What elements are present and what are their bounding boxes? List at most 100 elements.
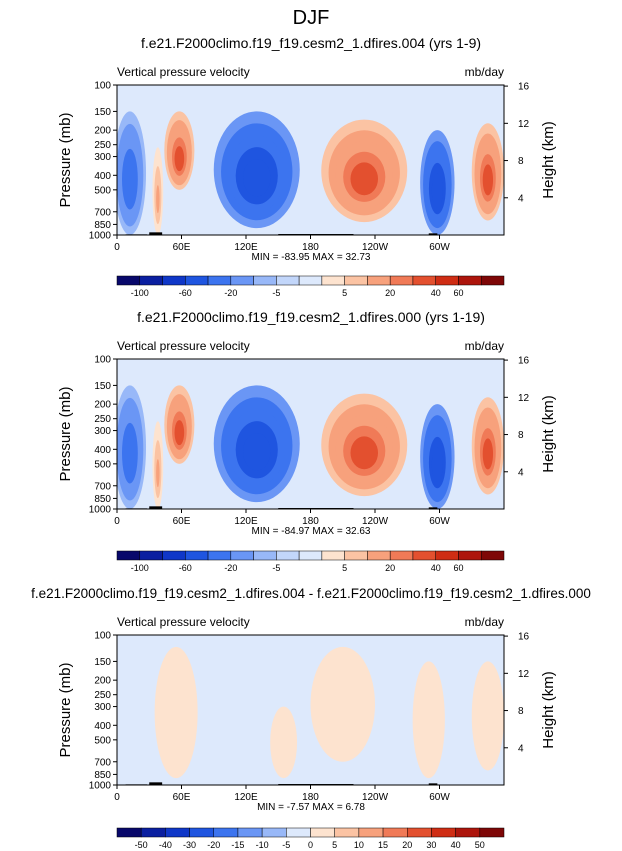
x-tick-label: 120E: [234, 792, 258, 803]
colorbar-box: [207, 550, 232, 561]
y-tick-label: 400: [94, 445, 111, 456]
y-tick-label: 300: [94, 152, 111, 163]
y-tick-label: 300: [94, 426, 111, 437]
y-right-axis-label: Height (km): [540, 395, 557, 473]
y-tick-label: 250: [94, 690, 111, 701]
colorbar-box: [185, 275, 209, 286]
terrain-4: [428, 233, 438, 235]
field: [117, 359, 504, 509]
colorbar-box: [479, 827, 505, 838]
y-axis-label: Pressure (mb): [57, 112, 74, 207]
contour-2-5: [156, 459, 160, 488]
contour-4-5: [242, 433, 271, 471]
colorbar-label: 40: [451, 840, 461, 850]
x-tick-label: 120W: [362, 516, 389, 527]
contour-1-5: [124, 435, 136, 475]
colorbar-label: -5: [272, 563, 280, 573]
x-tick-label: 60W: [429, 792, 450, 803]
colorbar-box: [321, 550, 345, 561]
panels: f.e21.F2000climo.f19_f19.cesm2_1.dfires.…: [31, 35, 591, 850]
contour-3-1: [310, 646, 375, 762]
colorbar-label: 60: [453, 288, 463, 298]
y-right-tick-label: 16: [518, 632, 530, 643]
x-tick-label: 60W: [429, 242, 450, 253]
colorbar-box: [382, 827, 408, 838]
contour-2-1: [270, 706, 298, 779]
colorbar-box: [162, 550, 186, 561]
contour-4-1: [412, 661, 445, 779]
y-right-tick-label: 12: [518, 669, 530, 680]
colorbar-box: [334, 827, 360, 838]
colorbar-box: [367, 275, 391, 286]
contour-5-5: [350, 436, 379, 470]
stats-label: MIN = -84.97 MAX = 32.63: [252, 526, 371, 537]
colorbar-label: 10: [354, 840, 364, 850]
contour-5-1: [471, 661, 504, 771]
colorbar-box: [389, 550, 414, 561]
terrain-4: [428, 507, 438, 509]
colorbar-label: -20: [224, 288, 237, 298]
y-tick-label: 100: [94, 355, 111, 366]
y-right-tick-label: 8: [518, 706, 524, 717]
y-right-tick-label: 8: [518, 430, 524, 441]
colorbar-label: -30: [183, 840, 196, 850]
colorbar-box: [261, 827, 287, 838]
x-tick-label: 60E: [173, 242, 191, 253]
colorbar-box: [358, 827, 384, 838]
contour-6-5: [431, 173, 443, 208]
terrain-2: [149, 782, 163, 785]
colorbar-label: -100: [131, 563, 149, 573]
contour-1-5: [124, 161, 136, 201]
x-tick-label: 0: [114, 792, 120, 803]
y-tick-label: 400: [94, 721, 111, 732]
y-tick-label: 1000: [89, 781, 112, 792]
y-right-tick-label: 16: [518, 82, 530, 93]
colorbar-box: [407, 827, 432, 838]
colorbar-box: [412, 550, 436, 561]
contour-2-5: [156, 185, 160, 214]
contour-3-5: [174, 146, 185, 172]
colorbar-label: 5: [342, 288, 347, 298]
x-tick-label: 120E: [234, 516, 258, 527]
colorbar-box: [139, 550, 163, 561]
panel-title: f.e21.F2000climo.f19_f19.cesm2_1.dfires.…: [137, 309, 485, 325]
y-tick-label: 400: [94, 171, 111, 182]
y-tick-label: 300: [94, 702, 111, 713]
colorbar-box: [431, 827, 456, 838]
colorbar-box: [230, 550, 254, 561]
colorbar-box: [116, 550, 141, 561]
contour-1-1: [154, 646, 198, 779]
y-right-tick-label: 4: [518, 743, 524, 754]
colorbar-label: 5: [342, 563, 347, 573]
colorbar-label: -100: [131, 288, 149, 298]
y-right-tick-label: 4: [518, 467, 524, 478]
colorbar-box: [458, 550, 482, 561]
y-tick-label: 500: [94, 735, 111, 746]
colorbar-box: [165, 827, 190, 838]
x-tick-label: 180: [302, 516, 319, 527]
y-right-tick-label: 12: [518, 119, 530, 130]
colorbar-label: 30: [426, 840, 436, 850]
y-tick-label: 100: [94, 81, 111, 92]
y-tick-label: 150: [94, 107, 111, 118]
colorbar-label: -10: [256, 840, 269, 850]
colorbar-box: [139, 275, 163, 286]
colorbar-label: -5: [282, 840, 290, 850]
y-right-tick-label: 8: [518, 156, 524, 167]
colorbar-box: [253, 275, 277, 286]
colorbar-label: -60: [179, 288, 192, 298]
y-tick-label: 150: [94, 381, 111, 392]
colorbar-box: [367, 550, 391, 561]
x-tick-label: 180: [302, 792, 319, 803]
y-axis-label: Pressure (mb): [57, 662, 74, 757]
colorbar-box: [253, 550, 277, 561]
colorbar-box: [435, 275, 459, 286]
y-tick-label: 500: [94, 185, 111, 196]
y-tick-label: 700: [94, 481, 111, 492]
chart-panel-2: f.e21.F2000climo.f19_f19.cesm2_1.dfires.…: [57, 309, 557, 573]
field: [117, 635, 504, 785]
contour-7-5: [482, 164, 494, 196]
y-right-tick-label: 12: [518, 393, 530, 404]
right-label: mb/day: [465, 65, 504, 79]
